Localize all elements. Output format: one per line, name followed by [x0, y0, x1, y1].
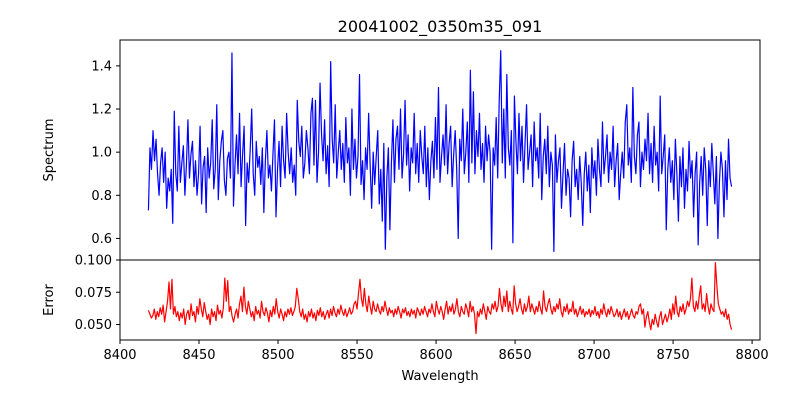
chart-title: 20041002_0350m35_091 [338, 17, 543, 37]
x-tick-label: 8800 [736, 348, 769, 363]
error-y-axis-label: Error [42, 284, 57, 316]
error-axes-frame [119, 259, 761, 341]
x-tick-label: 8700 [578, 348, 611, 363]
panels: 0.6 0.8 1.0 1.2 1.4 Spectrum 0.050 0.075 0.100 Er… [42, 39, 761, 341]
x-axis: 8400 8450 8500 8550 8600 8650 8700 8750 8800 [103, 340, 769, 363]
x-tick-label: 8650 [499, 348, 532, 363]
spectrum-panel: 0.6 0.8 1.0 1.2 1.4 Spectrum [42, 39, 761, 261]
x-tick-label: 8450 [182, 348, 215, 363]
x-tick-label: 8550 [340, 348, 373, 363]
x-tick-label: 8600 [420, 348, 453, 363]
spectrum-y-tick-label: 1.4 [91, 59, 112, 74]
x-tick-label: 8400 [103, 348, 136, 363]
error-y-tick-label: 0.075 [75, 286, 112, 301]
spectrum-line [147, 50, 733, 252]
spectrum-y-tick-label: 1.0 [91, 146, 112, 161]
x-tick-label: 8500 [261, 348, 294, 363]
error-y-tick-label: 0.050 [75, 318, 112, 333]
error-line [147, 261, 733, 335]
error-panel: 0.050 0.075 0.100 Error [42, 254, 761, 341]
x-axis-label: Wavelength [401, 369, 478, 384]
error-y-tick-label: 0.100 [75, 254, 112, 269]
spectrum-y-axis-label: Spectrum [42, 119, 57, 182]
x-tick-label: 8750 [657, 348, 690, 363]
spectrum-y-tick-label: 1.2 [91, 103, 112, 118]
spectrum-y-tick-label: 0.8 [91, 189, 112, 204]
spectrum-y-tick-label: 0.6 [91, 232, 112, 247]
